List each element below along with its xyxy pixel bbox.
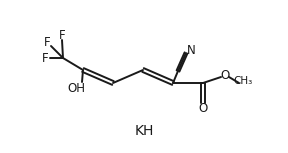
Text: OH: OH bbox=[67, 82, 85, 95]
Text: O: O bbox=[198, 103, 208, 116]
Text: F: F bbox=[44, 35, 50, 49]
Text: N: N bbox=[187, 43, 195, 56]
Text: O: O bbox=[220, 69, 230, 82]
Text: F: F bbox=[59, 28, 65, 41]
Text: KH: KH bbox=[134, 124, 154, 138]
Text: F: F bbox=[42, 52, 48, 65]
Text: CH₃: CH₃ bbox=[233, 76, 253, 86]
